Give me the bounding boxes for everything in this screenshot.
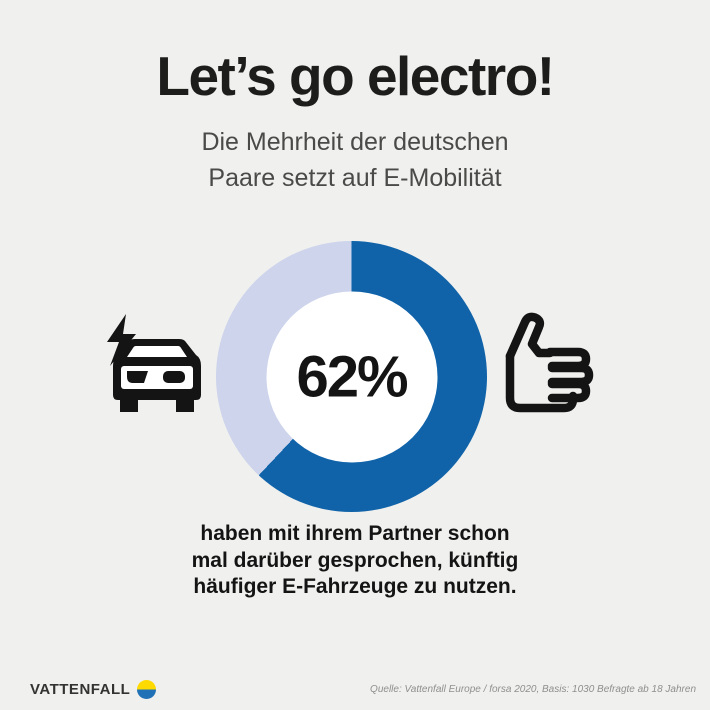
donut-hole: 62% — [266, 291, 437, 462]
lightning-bolt-icon — [107, 314, 136, 366]
logo-bottom-half — [137, 689, 157, 699]
electric-car-icon — [107, 314, 201, 412]
donut-center-value: 62% — [296, 344, 408, 409]
car-headlight-right — [163, 371, 185, 383]
subtitle-line-2: Paare setzt auf E-Mobilität — [208, 164, 502, 192]
car-windshield — [127, 346, 187, 357]
vattenfall-logo: VATTENFALL — [30, 680, 157, 699]
vattenfall-sun-icon — [137, 680, 157, 699]
palm-outline — [505, 351, 578, 413]
thumb-outline — [505, 312, 555, 361]
caption-line-3: häufiger E-Fahrzeuge zu nutzen. — [193, 575, 517, 598]
page-title: Let’s go electro! — [156, 45, 555, 107]
thumbs-up-icon — [505, 312, 594, 413]
donut-chart: 62% — [216, 241, 487, 512]
source-note: Quelle: Vattenfall Europe / forsa 2020, … — [370, 684, 696, 695]
subtitle: Die Mehrheit der deutschen Paare setzt a… — [0, 124, 710, 196]
caption-line-2: mal darüber gesprochen, künftig — [191, 548, 519, 572]
subtitle-line-1: Die Mehrheit der deutschen — [201, 128, 509, 156]
vattenfall-wordmark: VATTENFALL — [30, 681, 131, 698]
logo-top-half — [137, 680, 157, 690]
caption-line-1: haben mit ihrem Partner schon — [200, 522, 510, 545]
chart-caption: haben mit ihrem Partner schon mal darübe… — [0, 521, 710, 601]
finger-bottom — [547, 379, 591, 403]
car-headlight-left — [127, 371, 148, 383]
